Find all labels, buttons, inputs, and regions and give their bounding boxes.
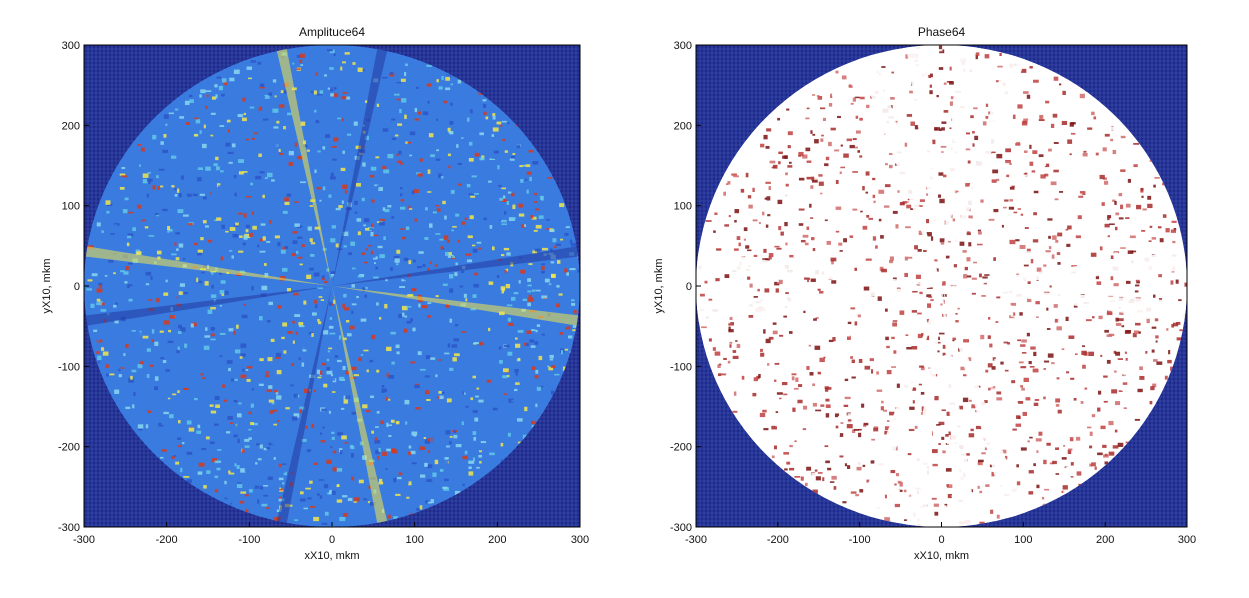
phase-x-tick-label: 100 <box>1014 534 1032 546</box>
phase-aperture <box>696 45 1187 527</box>
amplitude-y-tick-label: 100 <box>62 201 80 213</box>
phase-y-tick-label: -300 <box>670 522 692 534</box>
phase-x-tick-label: -300 <box>685 534 707 546</box>
amplitude-x-tick-label: 300 <box>571 534 589 546</box>
phase-chart: Phase64 -300 -200 -100 0 100 200 300 300 200 100 0 -… <box>653 25 1196 562</box>
phase-y-axis-label: yX10, mkm <box>653 258 665 313</box>
amplitude-aperture <box>84 45 580 527</box>
phase-y-tick-label: -200 <box>670 442 692 454</box>
amplitude-panel: Amplituce64 -300 -200 -100 0 100 200 300 300 200 1… <box>0 0 620 593</box>
amplitude-radial-streaks <box>84 45 580 527</box>
phase-y-tick-label: 100 <box>674 201 692 213</box>
amplitude-y-tick-label: 0 <box>74 281 80 293</box>
amplitude-y-tick-label: 300 <box>62 40 80 52</box>
phase-panel: Phase64 -300 -200 -100 0 100 200 300 300 200 100 0 -… <box>620 0 1249 593</box>
amplitude-y-axis-label: yX10, mkm <box>41 258 53 313</box>
phase-y-tick-label: -100 <box>670 361 692 373</box>
amplitude-x-tick-label: 200 <box>488 534 506 546</box>
phase-title: Phase64 <box>918 25 966 39</box>
amplitude-y-tick-label: -200 <box>58 442 80 454</box>
amplitude-x-tick-label: -200 <box>156 534 178 546</box>
amplitude-x-tick-label: -100 <box>238 534 260 546</box>
amplitude-y-tick-label: 200 <box>62 120 80 132</box>
phase-y-tick-label: 300 <box>674 40 692 52</box>
amplitude-y-tick-label: -100 <box>58 361 80 373</box>
amplitude-x-tick-label: 100 <box>405 534 423 546</box>
phase-x-tick-label: 200 <box>1096 534 1114 546</box>
amplitude-title: Amplituce64 <box>299 25 365 39</box>
phase-x-tick-label: 0 <box>938 534 944 546</box>
amplitude-x-axis-label: xX10, mkm <box>304 550 359 562</box>
amplitude-x-tick-label: -300 <box>73 534 95 546</box>
phase-radial-streaks <box>696 45 1187 527</box>
amplitude-y-tick-label: -300 <box>58 522 80 534</box>
phase-x-tick-label: 300 <box>1178 534 1196 546</box>
phase-x-tick-label: -200 <box>767 534 789 546</box>
amplitude-x-tick-label: 0 <box>329 534 335 546</box>
phase-y-tick-label: 200 <box>674 120 692 132</box>
phase-x-tick-label: -100 <box>849 534 871 546</box>
phase-x-axis-label: xX10, mkm <box>914 550 969 562</box>
amplitude-chart: Amplituce64 -300 -200 -100 0 100 200 300 300 200 1… <box>41 25 589 562</box>
phase-y-tick-label: 0 <box>686 281 692 293</box>
